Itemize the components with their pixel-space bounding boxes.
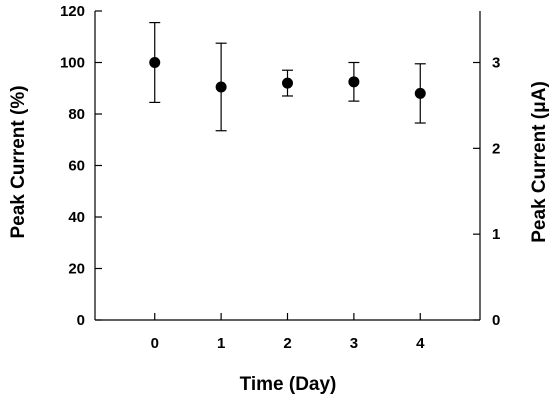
- y-tick-label-right: 2: [492, 140, 500, 157]
- y-tick-label-right: 3: [492, 55, 500, 72]
- y-tick-label-left: 100: [60, 55, 85, 72]
- y-tick-label-left: 20: [68, 261, 85, 278]
- y-tick-label-left: 80: [68, 106, 85, 123]
- y-tick-label-left: 40: [68, 209, 85, 226]
- x-tick-label: 1: [217, 335, 225, 352]
- data-point: [414, 87, 426, 99]
- y-tick-label-right: 0: [492, 312, 500, 329]
- data-point: [149, 57, 161, 68]
- x-axis-title: Time (Day): [240, 374, 337, 395]
- y-tick-label-left: 120: [60, 3, 85, 20]
- x-tick-label: 4: [416, 335, 425, 352]
- x-tick-label: 2: [283, 335, 291, 352]
- x-tick-label: 3: [350, 335, 358, 352]
- y-axis-title-left: Peak Current (%): [8, 85, 29, 238]
- x-tick-label: 0: [151, 335, 159, 352]
- y-tick-label-right: 1: [492, 226, 500, 243]
- plot-area: 0 20 40 60 80 100 120 0 1 2 3 0 1 2 3 4: [60, 3, 500, 352]
- data-point: [348, 76, 360, 88]
- data-point: [282, 77, 293, 89]
- y-tick-label-left: 60: [68, 158, 85, 175]
- data-point: [215, 81, 227, 93]
- y-tick-label-left: 0: [77, 312, 85, 329]
- y-axis-title-right: Peak Current (μA): [529, 81, 550, 243]
